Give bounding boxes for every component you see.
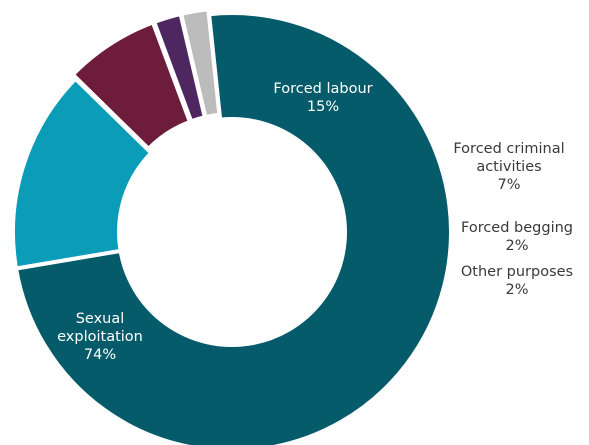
slice-sexual-exploitation	[13, 11, 453, 445]
slice-labels: Sexual exploitation 74% Forced labour 15% For…	[57, 81, 573, 363]
donut-slices	[11, 7, 453, 445]
slice-label-forced-criminal-activities: Forced criminal activities 7%	[453, 141, 564, 193]
slice-label-sexual-exploitation: Sexual exploitation 74%	[57, 311, 143, 363]
slice-label-forced-begging: Forced begging 2%	[461, 220, 573, 254]
slice-other-purposes	[178, 7, 222, 120]
slice-label-forced-labour: Forced labour 15%	[273, 81, 372, 115]
slice-label-other-purposes: Other purposes 2%	[461, 264, 573, 298]
